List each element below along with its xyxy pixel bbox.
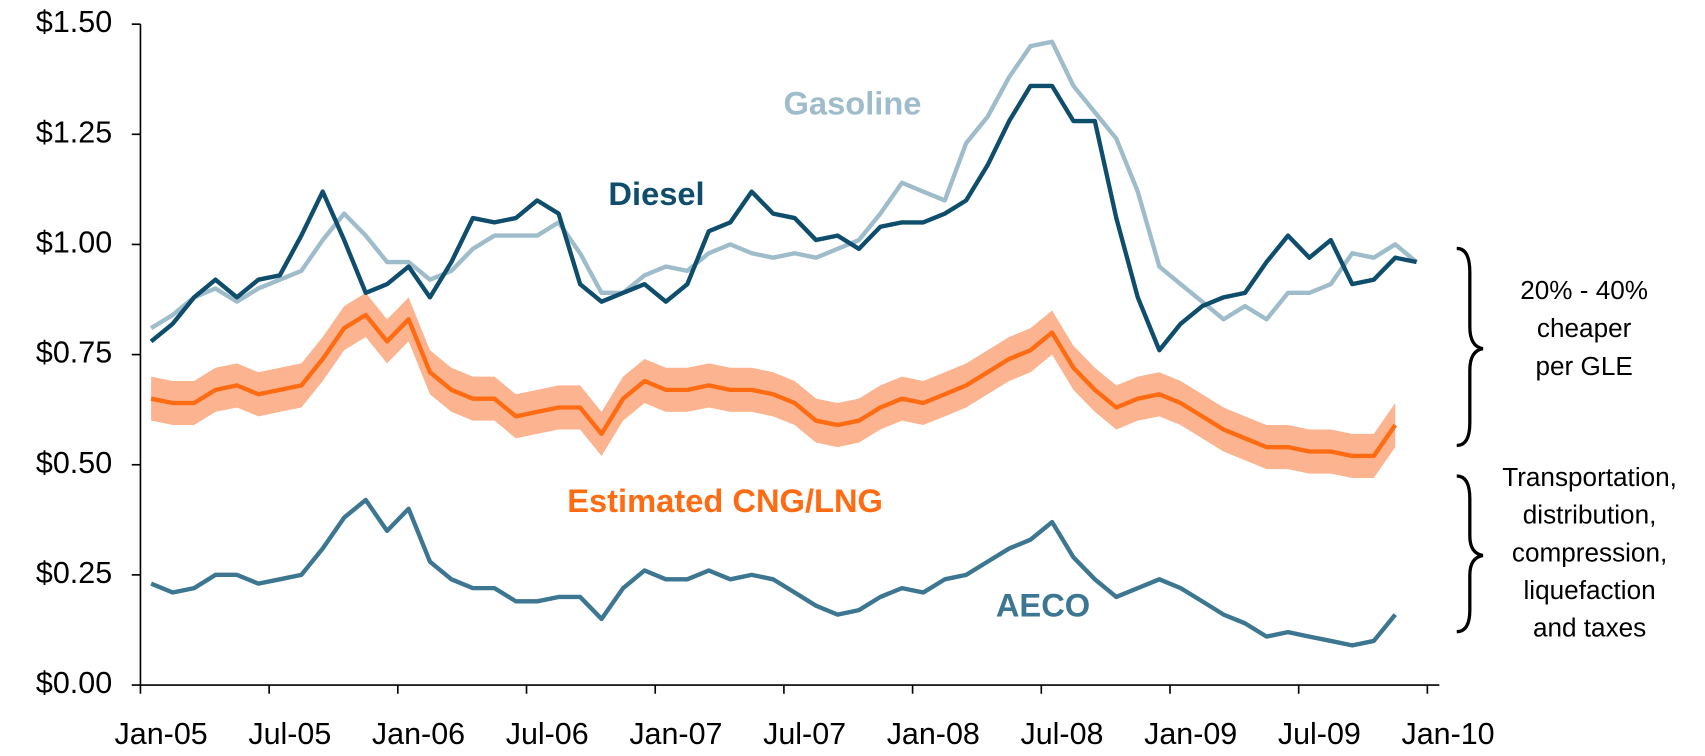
x-tick-label: Jul-08 (1020, 717, 1103, 751)
y-tick-label: $0.75 (36, 336, 112, 370)
series-label: Gasoline (784, 84, 922, 121)
x-tick-label: Jul-07 (763, 717, 846, 751)
annotation: liquefaction (1524, 575, 1656, 605)
series-line (149, 83, 1418, 353)
annotation: distribution, (1523, 500, 1657, 530)
x-tick-label: Jan-05 (115, 717, 208, 751)
y-tick-label: $1.00 (36, 225, 112, 259)
series-label: Diesel (608, 175, 704, 212)
bracket (1456, 246, 1484, 448)
series-label: AECO (996, 586, 1090, 623)
y-tick-label: $0.25 (36, 556, 112, 590)
y-tick-label: $0.00 (36, 666, 112, 700)
annotation: and taxes (1533, 612, 1646, 642)
y-tick-label: $1.25 (36, 115, 112, 149)
annotation: compression, (1512, 537, 1667, 567)
annotation: cheaper (1537, 313, 1632, 343)
x-tick-label: Jul-05 (248, 717, 331, 751)
annotation: per GLE (1535, 351, 1632, 381)
bracket (1456, 474, 1484, 634)
x-tick-label: Jul-06 (506, 717, 589, 751)
series-line (150, 312, 1398, 459)
x-tick-label: Jan-08 (887, 717, 980, 751)
x-tick-label: Jan-10 (1401, 717, 1494, 751)
x-tick-label: Jul-09 (1278, 717, 1361, 751)
x-tick-label: Jan-06 (372, 717, 465, 751)
series-line (150, 497, 1397, 648)
x-tick-label: Jan-07 (629, 717, 722, 751)
annotation: Transportation, (1502, 462, 1677, 492)
series-label: Estimated CNG/LNG (567, 482, 883, 519)
y-tick-label: $1.50 (36, 5, 112, 39)
y-tick-label: $0.50 (36, 446, 112, 480)
range-band (151, 292, 1396, 478)
x-tick-label: Jan-09 (1144, 717, 1237, 751)
annotation: 20% - 40% (1520, 275, 1648, 305)
